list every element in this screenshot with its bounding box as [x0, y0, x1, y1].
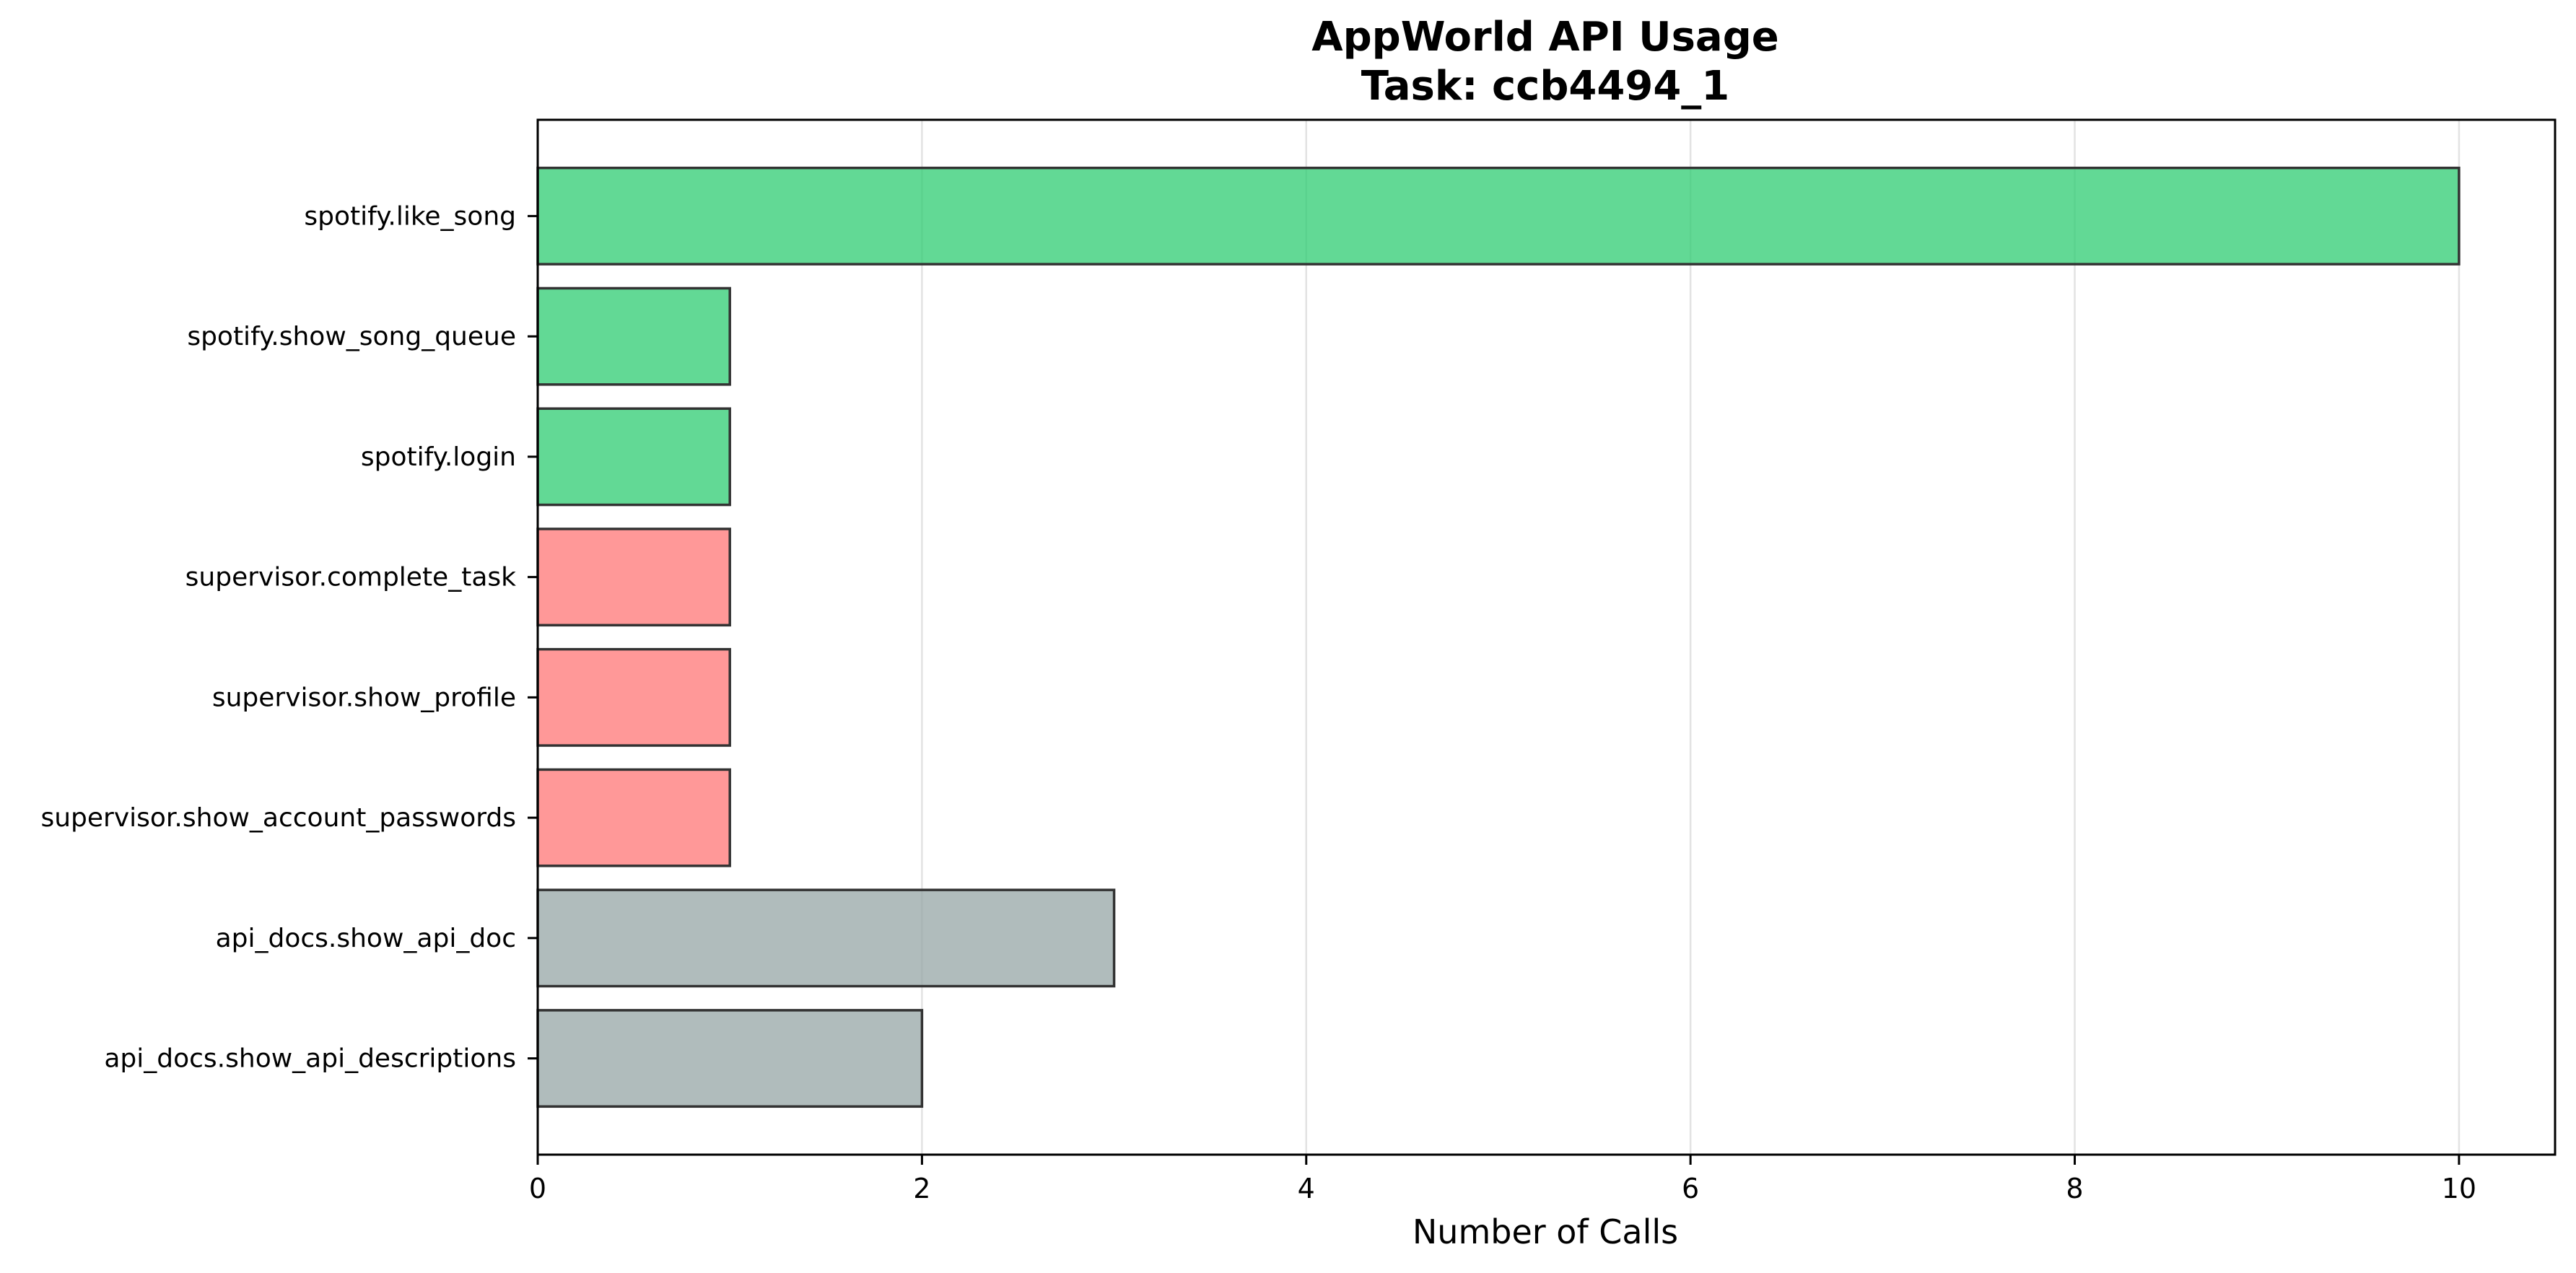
x-tick-label: 6	[1682, 1173, 1699, 1204]
gridlines	[536, 120, 2461, 1155]
bar	[536, 768, 731, 867]
bar	[536, 407, 731, 507]
x-axis-label: Number of Calls	[1413, 1212, 1678, 1251]
y-tick-label: supervisor.show_profile	[212, 683, 516, 712]
y-tick-label: api_docs.show_api_doc	[216, 924, 516, 953]
y-tick-label: api_docs.show_api_descriptions	[104, 1044, 516, 1074]
y-tick-label: supervisor.complete_task	[185, 563, 516, 592]
x-tick-label: 2	[913, 1173, 930, 1204]
x-tick-label: 4	[1298, 1173, 1315, 1204]
x-tick-label: 8	[2066, 1173, 2083, 1204]
bar	[536, 888, 1116, 988]
bar	[536, 647, 731, 747]
x-tick-label: 0	[529, 1173, 546, 1204]
chart-title: AppWorld API Usage	[1311, 14, 1779, 61]
bar	[536, 1009, 924, 1108]
bar	[536, 528, 731, 627]
x-tick-label: 10	[2442, 1173, 2476, 1204]
y-tick-label: spotify.like_song	[304, 201, 516, 231]
x-axis-ticks: 0 2 4 6 8 10	[529, 1155, 2476, 1204]
bar	[536, 286, 731, 386]
y-tick-label: spotify.login	[361, 442, 516, 472]
y-tick-label: spotify.show_song_queue	[187, 322, 516, 351]
y-tick-label: supervisor.show_account_passwords	[40, 803, 516, 833]
plot-frame	[536, 118, 2557, 1156]
bars	[536, 166, 2461, 1108]
bar	[536, 166, 2461, 266]
y-axis-ticks: spotify.like_song spotify.show_song_queue…	[40, 201, 538, 1074]
chart-subtitle: Task: ccb4494_1	[1361, 63, 1730, 110]
